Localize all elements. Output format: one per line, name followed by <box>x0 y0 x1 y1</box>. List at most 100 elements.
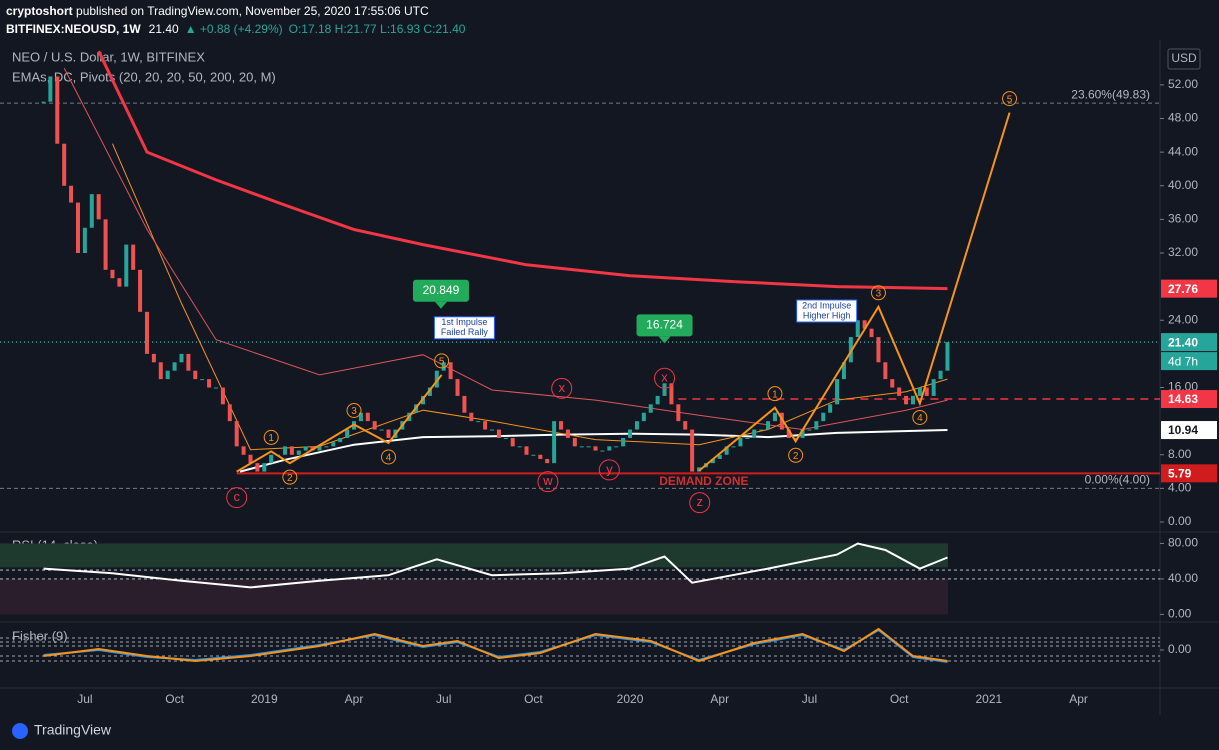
candle <box>931 379 936 396</box>
fisher-title: Fisher (9) <box>12 628 68 643</box>
candle <box>531 454 536 456</box>
price-label: 27.76 <box>1168 282 1198 296</box>
candle <box>807 429 812 431</box>
candle <box>793 437 798 439</box>
callout-box <box>412 279 469 302</box>
candle <box>710 458 715 464</box>
candle <box>165 370 170 380</box>
candle <box>338 437 343 443</box>
chart-title: NEO / U.S. Dollar, 1W, BITFINEX <box>12 49 205 64</box>
callout-pointer <box>434 301 447 309</box>
x-tick-label: Jul <box>436 692 451 706</box>
candle <box>55 76 60 144</box>
corrective-label: z <box>696 494 703 509</box>
candle <box>255 463 260 472</box>
wave-marker <box>381 449 397 465</box>
candle <box>282 446 287 455</box>
candle <box>662 383 667 396</box>
candle <box>848 337 853 363</box>
y-tick-label: 36.00 <box>1168 212 1198 226</box>
indicator-line <box>97 50 948 291</box>
candle <box>503 437 508 439</box>
candle <box>434 370 439 388</box>
corrective-marker <box>598 459 620 481</box>
candle <box>262 463 267 472</box>
candle <box>379 429 384 431</box>
candle <box>48 76 53 102</box>
corrective-label: w <box>542 473 553 488</box>
brand-logo <box>12 723 28 739</box>
callout-box <box>636 314 693 337</box>
wave-label: 2 <box>287 473 293 484</box>
price-label: 10.94 <box>1168 423 1198 437</box>
change: ▲ +0.88 (+4.29%) <box>185 22 283 36</box>
candle <box>835 379 840 405</box>
candle <box>897 387 902 396</box>
wave-label: 3 <box>876 288 882 299</box>
candle <box>828 404 833 413</box>
currency[interactable]: USD <box>1171 51 1197 65</box>
fib-label: 23.60%(49.83) <box>1071 87 1150 101</box>
candle <box>124 244 129 287</box>
currency-box[interactable] <box>1167 48 1201 70</box>
candle <box>448 362 453 380</box>
candle <box>227 404 232 422</box>
candle <box>738 437 743 447</box>
candle <box>766 421 771 430</box>
y-tick-label: 40.00 <box>1168 178 1198 192</box>
candle <box>579 446 584 448</box>
candle <box>628 429 633 438</box>
candle <box>938 370 943 380</box>
candle <box>220 387 225 405</box>
candle <box>372 421 377 430</box>
x-tick-label: Oct <box>165 692 184 706</box>
candle <box>869 328 874 338</box>
corrective-label: x <box>661 370 668 385</box>
price-label-box <box>1161 464 1217 483</box>
corrective-marker <box>551 377 573 399</box>
candle <box>89 194 94 228</box>
wave-marker <box>434 353 450 369</box>
candle <box>904 395 909 405</box>
candle <box>510 437 515 447</box>
wave-label: 1 <box>268 433 274 444</box>
callout-label: 20.849 <box>423 283 460 297</box>
corrective-marker <box>226 487 248 509</box>
candle <box>296 450 301 455</box>
price-label: 14.63 <box>1168 392 1198 406</box>
candle <box>862 320 867 329</box>
countdown-box <box>1161 352 1217 371</box>
note-box <box>433 316 495 340</box>
indicator-line <box>239 429 948 473</box>
candle <box>62 143 67 186</box>
wave-label: 5 <box>1007 94 1013 105</box>
candle <box>752 429 757 438</box>
wave-label: 2 <box>793 451 799 462</box>
wave-line <box>236 374 443 473</box>
candle <box>641 412 646 422</box>
symbol-line: BITFINEX:NEOUSD, 1W 21.40 ▲ +0.88 (+4.29%)… <box>6 22 466 36</box>
candle <box>303 446 308 451</box>
wave-label: 3 <box>351 406 357 417</box>
callout-pointer <box>658 336 671 344</box>
y-tick-label: 4.00 <box>1168 481 1192 495</box>
candle <box>469 412 474 422</box>
candle <box>386 429 391 438</box>
y-tick-label: 24.00 <box>1168 312 1198 326</box>
indicator-line <box>112 143 948 451</box>
corrective-label: y <box>606 461 613 476</box>
candle <box>193 370 198 380</box>
candle <box>814 421 819 430</box>
candle <box>75 202 80 254</box>
candle <box>117 278 122 287</box>
price-label-box <box>1161 333 1217 352</box>
candle <box>586 446 591 448</box>
candle <box>496 429 501 438</box>
x-tick-label: Apr <box>1069 692 1088 706</box>
candle <box>841 362 846 380</box>
wave-marker <box>788 447 804 463</box>
x-tick-label: 2019 <box>251 692 278 706</box>
callout-label: 16.724 <box>646 318 683 332</box>
indicators: EMAs, DC, Pivots (20, 20, 20, 50, 200, 2… <box>12 69 276 84</box>
candle <box>151 353 156 363</box>
